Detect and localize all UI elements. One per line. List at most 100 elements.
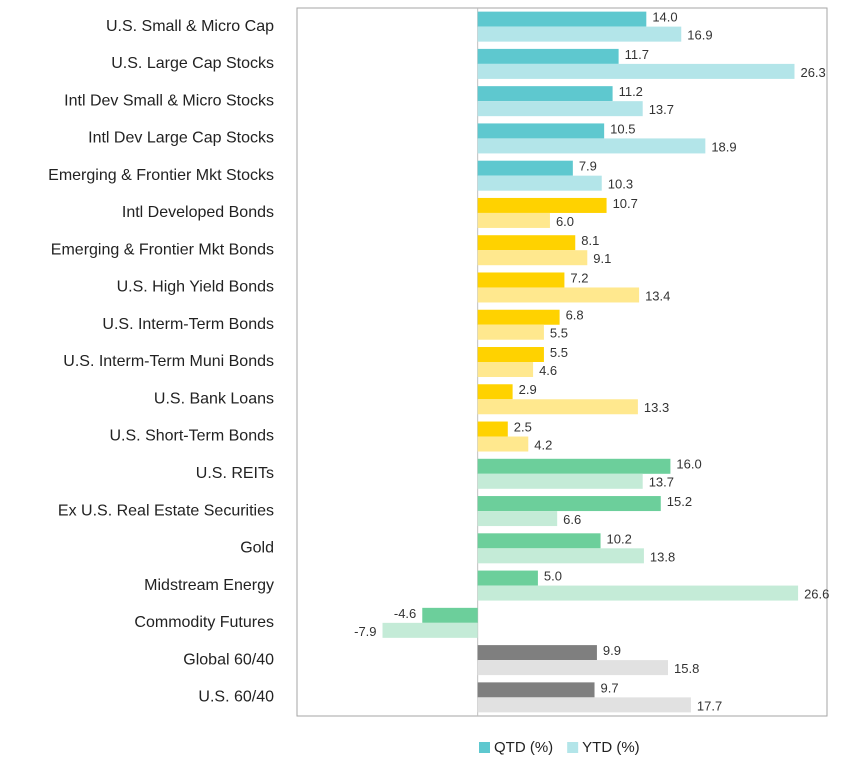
bar <box>477 324 544 340</box>
value-label: 11.2 <box>619 84 643 99</box>
bar <box>477 399 638 415</box>
bar <box>477 26 682 42</box>
value-label: 13.4 <box>645 288 670 303</box>
value-label: 5.5 <box>550 345 568 360</box>
bar <box>477 384 513 400</box>
bar <box>477 496 661 512</box>
category-label: U.S. 60/40 <box>198 689 274 706</box>
category-label: Global 60/40 <box>183 651 274 668</box>
value-label: 10.7 <box>613 196 638 211</box>
bar <box>477 421 508 437</box>
bar <box>477 11 647 27</box>
legend-swatch <box>479 742 490 753</box>
category-label: U.S. Interm-Term Muni Bonds <box>63 353 274 370</box>
legend-swatch <box>567 742 579 753</box>
category-label: Intl Dev Small & Micro Stocks <box>64 92 274 109</box>
bar <box>477 160 573 176</box>
value-label: 13.7 <box>649 475 674 490</box>
bar <box>477 533 601 549</box>
category-label: Intl Dev Large Cap Stocks <box>88 130 274 147</box>
value-label: 26.3 <box>800 65 825 80</box>
category-label: U.S. REITs <box>196 465 274 482</box>
category-label: U.S. Small & Micro Cap <box>106 18 274 35</box>
bar <box>477 175 602 191</box>
bar <box>477 250 588 266</box>
value-label: 13.3 <box>644 400 669 415</box>
bar <box>477 309 560 325</box>
category-label: U.S. Interm-Term Bonds <box>102 316 274 333</box>
category-label: U.S. High Yield Bonds <box>117 279 274 296</box>
value-label: 4.6 <box>539 363 557 378</box>
value-label: 6.0 <box>556 214 574 229</box>
category-label: U.S. Bank Loans <box>154 390 274 407</box>
value-label: 9.7 <box>601 680 619 695</box>
value-label: 14.0 <box>652 10 677 25</box>
bar <box>477 548 644 564</box>
value-label: 13.7 <box>649 102 674 117</box>
bar <box>477 570 538 586</box>
bar <box>477 235 576 251</box>
category-label: Intl Developed Bonds <box>122 204 274 221</box>
value-label: 13.8 <box>650 549 675 564</box>
bar <box>477 473 643 489</box>
value-label: 16.9 <box>687 28 712 43</box>
legend-label: YTD (%) <box>582 739 640 756</box>
category-label: Ex U.S. Real Estate Securities <box>58 502 274 519</box>
bar <box>477 645 597 661</box>
bar <box>477 347 544 362</box>
value-label: 10.3 <box>608 177 633 192</box>
category-label: U.S. Large Cap Stocks <box>111 55 274 72</box>
bar <box>477 123 605 139</box>
category-label: Commodity Futures <box>134 614 274 631</box>
value-label: 6.6 <box>563 512 581 527</box>
value-label: 10.2 <box>607 531 632 546</box>
category-label: Gold <box>240 540 274 557</box>
bar <box>477 660 668 676</box>
value-label: 9.1 <box>593 251 611 266</box>
bar <box>477 362 534 377</box>
bar <box>477 63 795 79</box>
value-label: 26.6 <box>804 587 829 602</box>
value-label: -7.9 <box>354 624 376 639</box>
bar <box>477 287 640 303</box>
value-label: 9.9 <box>603 643 621 658</box>
bar <box>477 48 619 64</box>
bar <box>477 682 595 698</box>
bar <box>477 272 565 288</box>
value-label: 15.2 <box>667 494 692 509</box>
legend-label: QTD (%) <box>494 739 553 756</box>
value-label: 5.5 <box>550 326 568 341</box>
bar <box>477 585 799 601</box>
bar <box>477 212 550 228</box>
bar <box>382 622 478 638</box>
value-label: 4.2 <box>534 437 552 452</box>
value-label: 7.9 <box>579 159 597 174</box>
bar <box>477 197 607 213</box>
value-label: 16.0 <box>676 457 701 472</box>
value-label: 2.9 <box>519 382 537 397</box>
value-label: 2.5 <box>514 419 532 434</box>
bar <box>477 138 706 154</box>
value-label: 5.0 <box>544 569 562 584</box>
bar <box>422 607 478 623</box>
value-label: -4.6 <box>394 606 416 621</box>
value-label: 8.1 <box>581 233 599 248</box>
value-label: 15.8 <box>674 661 699 676</box>
bar <box>477 101 643 117</box>
plot-frame <box>296 7 828 717</box>
bar <box>477 697 691 713</box>
value-label: 7.2 <box>570 270 588 285</box>
value-label: 10.5 <box>610 121 635 136</box>
bar <box>477 458 671 474</box>
value-label: 11.7 <box>625 47 649 62</box>
category-label: Emerging & Frontier Mkt Bonds <box>51 241 274 258</box>
value-label: 17.7 <box>697 698 722 713</box>
category-label: U.S. Short-Term Bonds <box>110 428 275 445</box>
category-label: Midstream Energy <box>144 577 274 594</box>
value-label: 18.9 <box>711 139 736 154</box>
bar <box>477 436 529 452</box>
value-label: 6.8 <box>566 308 584 323</box>
bar <box>477 511 558 527</box>
category-label: Emerging & Frontier Mkt Stocks <box>48 167 274 184</box>
